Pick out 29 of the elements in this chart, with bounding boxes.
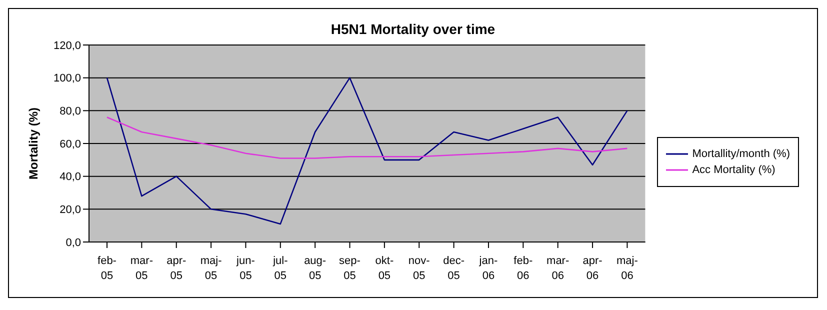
- x-tick-label: jan-06: [478, 255, 498, 282]
- x-tick-label: maj-06: [616, 255, 638, 282]
- y-axis-title: Mortality (%): [26, 107, 40, 180]
- chart-title: H5N1 Mortality over time: [330, 21, 496, 37]
- x-tick-label: jul-05: [272, 255, 288, 282]
- x-tick-label: dec-05: [443, 255, 465, 282]
- x-tick-label: feb-05: [98, 255, 117, 282]
- y-tick-label: 120,0: [53, 40, 81, 52]
- x-tick-label: mar-05: [130, 255, 154, 282]
- y-tick-label: 60,0: [60, 138, 81, 150]
- y-tick-label: 20,0: [60, 204, 81, 216]
- x-tick-label: apr-06: [582, 255, 603, 282]
- line-series: [106, 77, 628, 225]
- x-tick-label: apr-05: [166, 255, 186, 282]
- line-series: [106, 116, 628, 159]
- y-tick-label: 100,0: [53, 72, 81, 85]
- y-tick-label: 0,0: [66, 236, 81, 249]
- y-tick-label: 80,0: [60, 106, 81, 118]
- x-tick-label: jun-05: [236, 255, 256, 282]
- x-tick-label: aug-05: [304, 255, 326, 282]
- legend-label: Mortallity/month (%): [692, 148, 790, 160]
- legend-label: Acc Mortality (%): [692, 164, 776, 176]
- x-tick-label: mar-06: [546, 255, 570, 282]
- y-tick-label: 40,0: [60, 171, 81, 184]
- x-tick-label: okt-05: [375, 255, 394, 282]
- x-tick-label: feb-06: [514, 255, 533, 282]
- x-tick-label: nov-05: [408, 255, 430, 282]
- x-tick-label: sep-05: [339, 255, 361, 282]
- x-tick-label: maj-05: [200, 255, 222, 282]
